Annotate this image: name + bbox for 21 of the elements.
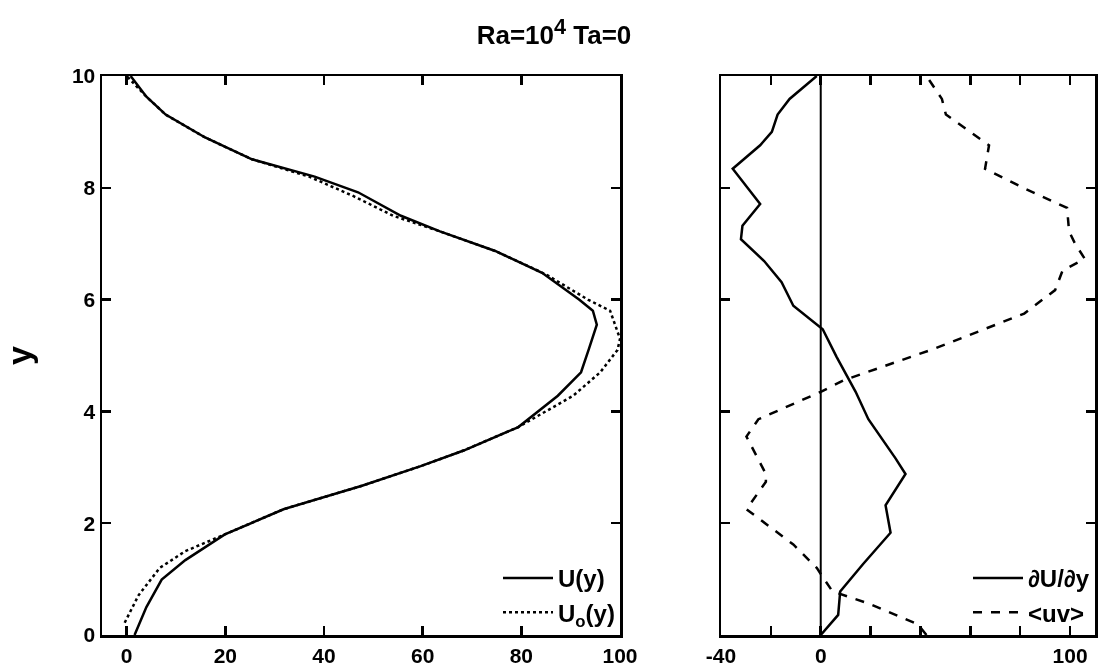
x-tick-label: 60 — [410, 643, 435, 667]
x-tick-label: -40 — [705, 643, 737, 667]
y-tick-label: 8 — [83, 176, 96, 200]
legend-label: U(y) — [558, 565, 605, 593]
y-tick-label: 2 — [83, 511, 96, 535]
y-tick-label: 0 — [83, 623, 96, 647]
y-tick-label: 4 — [83, 399, 96, 423]
y-tick-label: 6 — [83, 287, 96, 311]
y-tick-label: 10 — [71, 64, 96, 88]
legend-label: U$_{o}$(y) — [558, 599, 615, 631]
x-tick-label: 40 — [312, 643, 336, 667]
y-axis-title: y — [0, 345, 39, 365]
x-tick-label: 100 — [1052, 643, 1088, 667]
legend-label: <uv> — [1028, 599, 1085, 627]
x-tick-label: 0 — [814, 643, 827, 667]
x-tick-label: 20 — [213, 643, 238, 667]
x-tick-label: 80 — [509, 643, 534, 667]
x-tick-label: 0 — [120, 643, 133, 667]
x-tick-label: 100 — [602, 643, 638, 667]
legend-label: ∂U/∂y — [1028, 565, 1090, 593]
chart-title: Ra=10$^{4}$ Ta=0 — [475, 14, 633, 51]
